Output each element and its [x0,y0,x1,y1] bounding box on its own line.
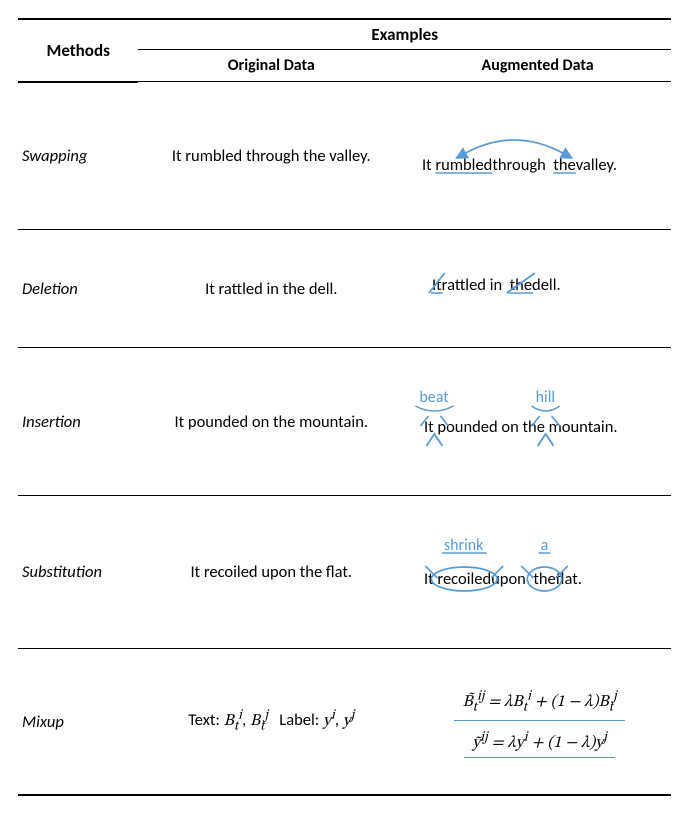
svg-text:valley.: valley. [576,155,617,175]
row-swapping: Swapping It rumbled through the valley. … [18,82,671,230]
svg-text:shrink: shrink [444,536,484,555]
orig-swapping: It rumbled through the valley. [138,82,404,230]
svg-text:a: a [541,536,549,555]
svg-text:mountain.: mountain. [549,417,618,437]
svg-text:hill: hill [536,388,555,407]
row-deletion: Deletion It rattled in the dell. It ratt… [18,230,671,348]
deletion-diagram: It rattled in the dell. [414,266,664,306]
mixup-orig-text: Text: Bti, Btj Label: yi, yj [188,710,354,730]
svg-text:It: It [424,569,434,589]
method-insertion: Insertion [18,348,138,496]
orig-insertion: It pounded on the mountain. [138,348,404,496]
swap-diagram: It rumbled through the valley. [414,118,664,188]
svg-text:It: It [422,155,432,175]
substitution-diagram: It recoiled upon the flat.shrinka [414,532,664,607]
header-row-1: Methods Examples [18,19,671,50]
aug-mixup: B̃tij = λBti + (1 − λ)Btj ỹij = λyi + (1… [404,649,671,796]
mixup-formula-2: ỹij = λyi + (1 − λ)yj [464,727,615,759]
augmentation-table: Methods Examples Original Data Augmented… [18,18,671,796]
aug-insertion: It pounded on the mountain.beathill [404,348,671,496]
orig-deletion: It rattled in the dell. [138,230,404,348]
svg-text:pounded on the: pounded on the [438,417,546,437]
svg-text:recoiled: recoiled [438,569,492,589]
insertion-diagram: It pounded on the mountain.beathill [414,384,664,454]
orig-mixup: Text: Bti, Btj Label: yi, yj [138,649,404,796]
method-swapping: Swapping [18,82,138,230]
svg-text:rattled in: rattled in [442,275,502,295]
svg-text:through: through [493,155,547,175]
method-deletion: Deletion [18,230,138,348]
row-insertion: Insertion It pounded on the mountain. It… [18,348,671,496]
method-substitution: Substitution [18,496,138,649]
svg-text:beat: beat [420,388,450,407]
row-substitution: Substitution It recoiled upon the flat. … [18,496,671,649]
svg-text:dell.: dell. [532,275,561,295]
aug-substitution: It recoiled upon the flat.shrinka [404,496,671,649]
examples-header: Examples [138,19,671,50]
row-mixup: Mixup Text: Bti, Btj Label: yi, yj B̃tij… [18,649,671,796]
aug-swapping: It rumbled through the valley. [404,82,671,230]
svg-text:the: the [533,569,555,589]
methods-header: Methods [18,19,138,82]
method-mixup: Mixup [18,649,138,796]
aug-deletion: It rattled in the dell. [404,230,671,348]
original-header: Original Data [138,50,404,82]
augmented-header: Augmented Data [404,50,671,82]
svg-text:the: the [553,155,575,175]
svg-text:rumbled: rumbled [436,155,493,175]
orig-substitution: It recoiled upon the flat. [138,496,404,649]
mixup-formula-1: B̃tij = λBti + (1 − λ)Btj [454,685,624,721]
